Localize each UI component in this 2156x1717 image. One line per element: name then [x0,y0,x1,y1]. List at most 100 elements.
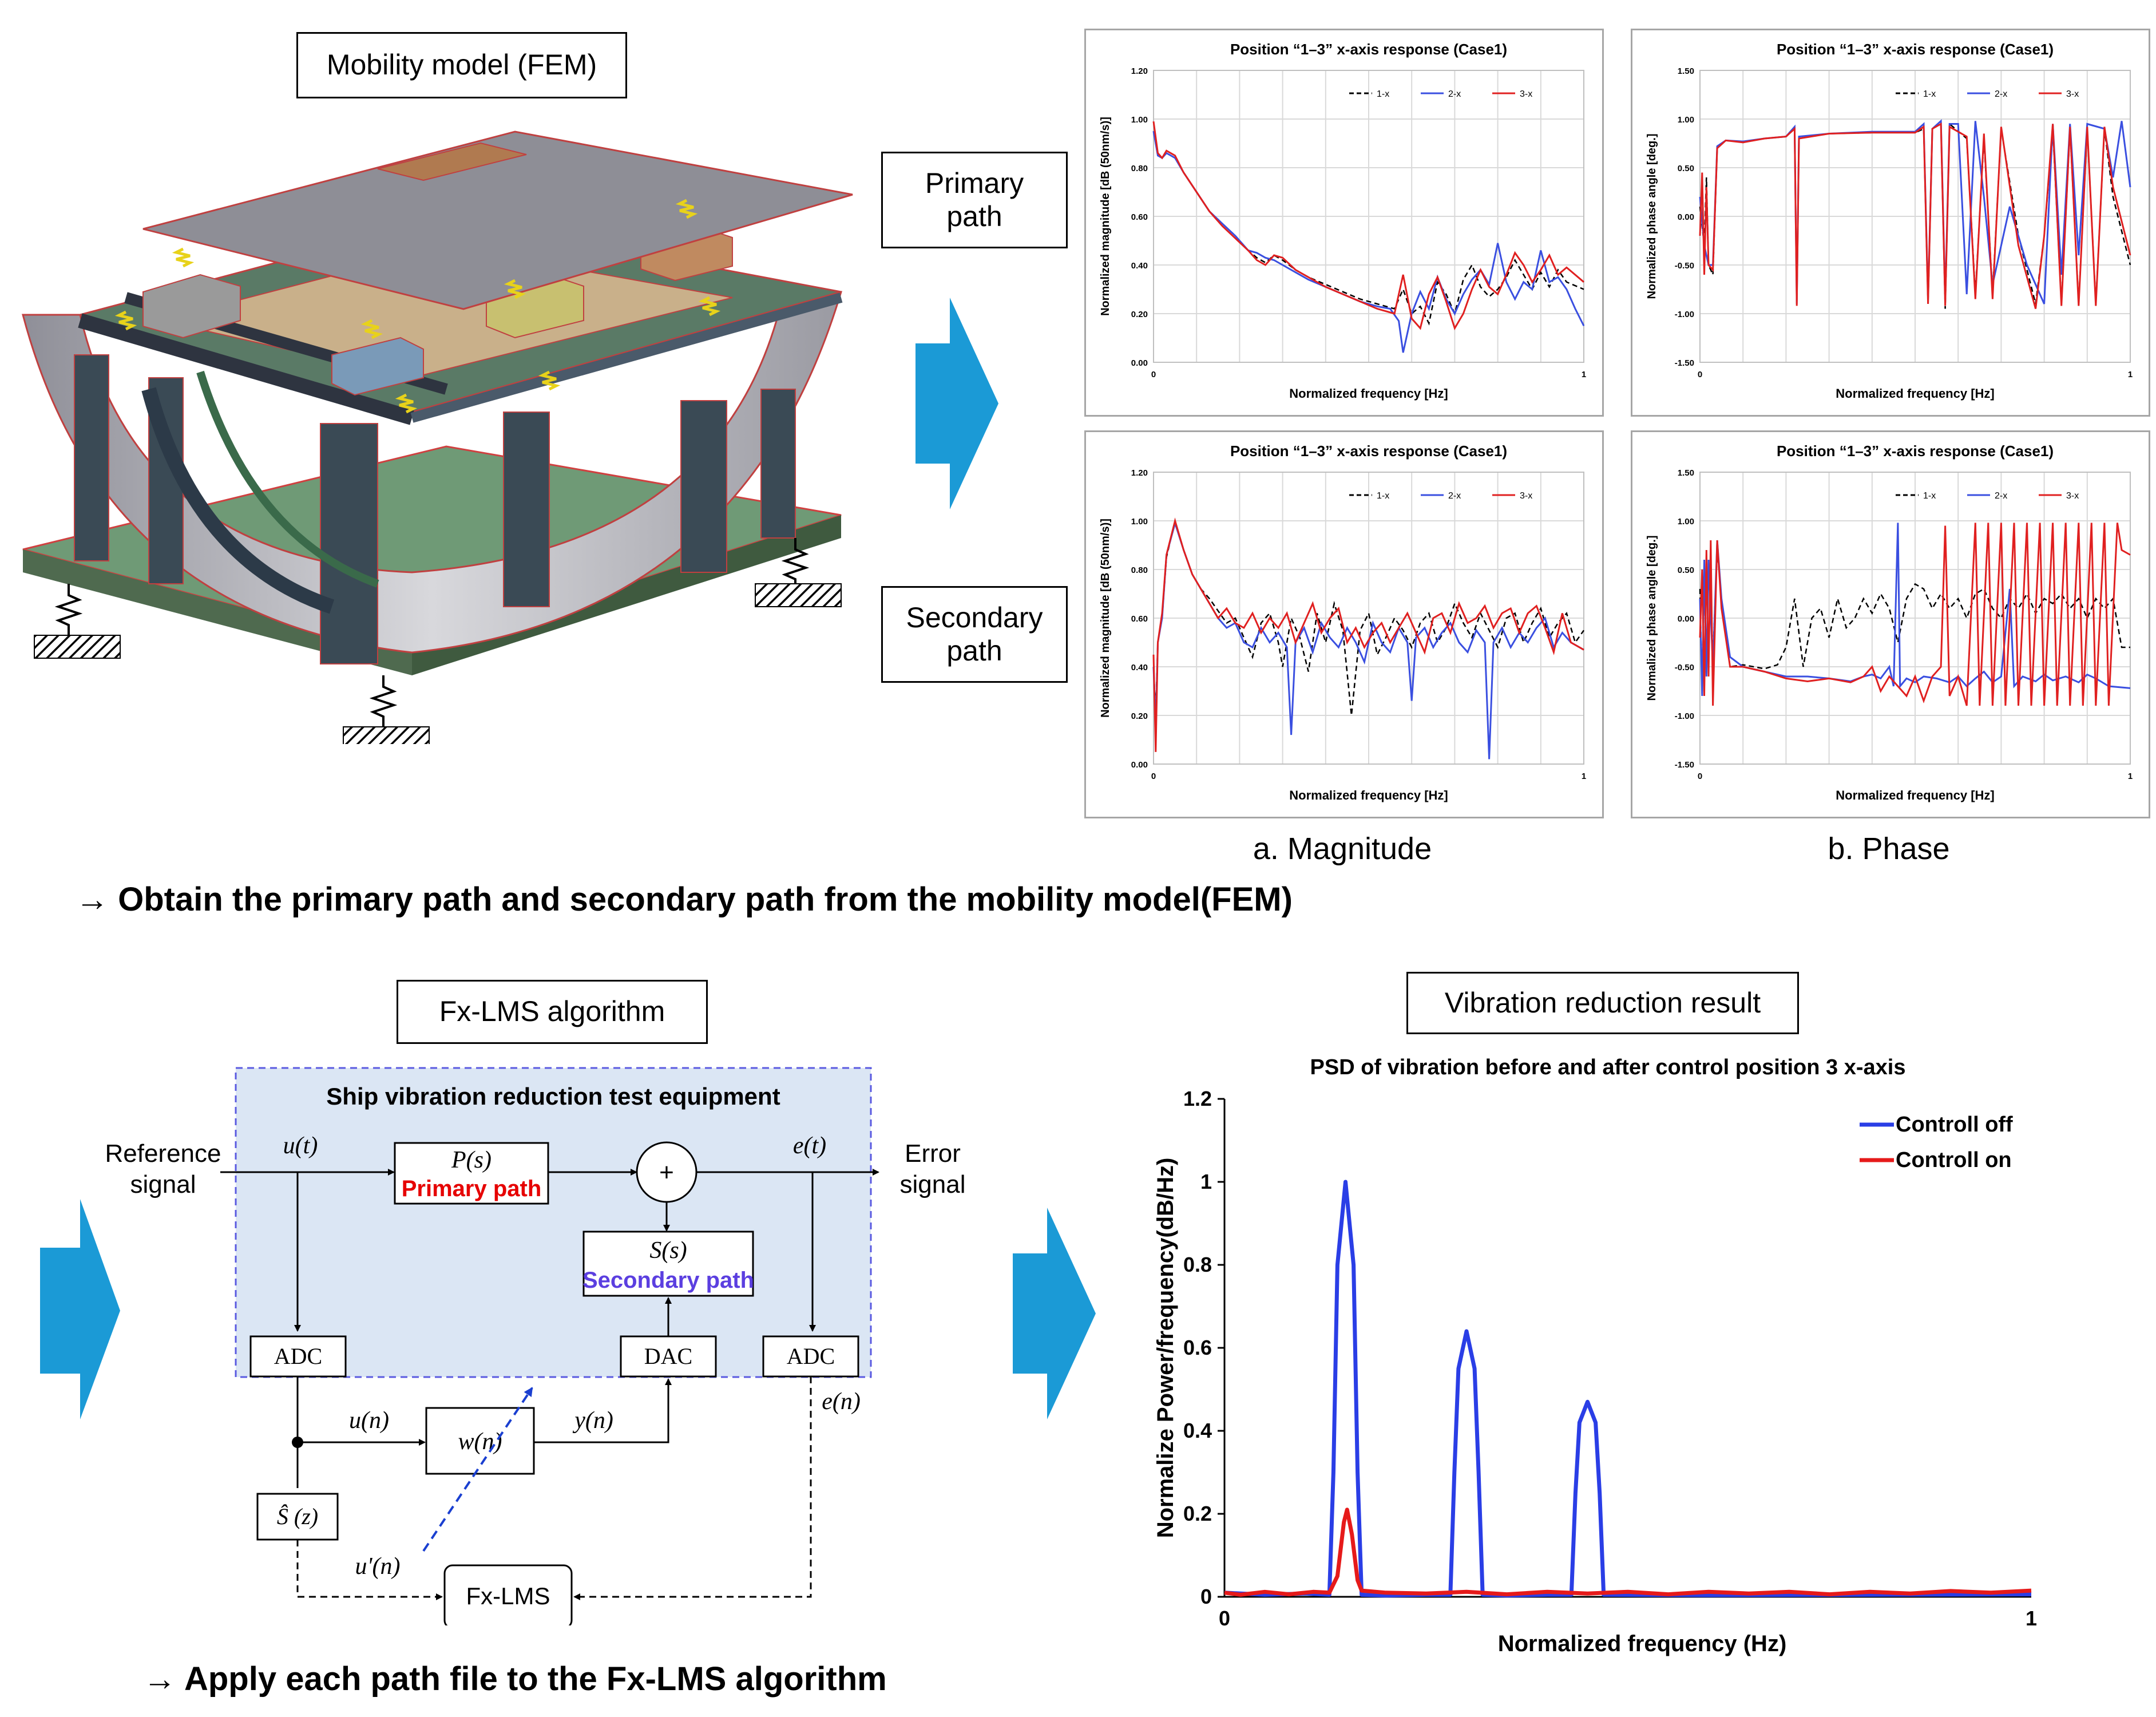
fem-pillar [74,354,109,561]
x-axis-label: Normalized frequency [Hz] [1289,386,1448,401]
reference-signal-text: Reference signal [105,1140,221,1198]
y-axis-label: Normalized phase angle [deg.] [1646,134,1658,299]
x-tick-label: 1 [2128,370,2133,379]
psd-y-tick-label: 1 [1200,1170,1212,1193]
x-axis-label: Normalized frequency [Hz] [1836,788,1995,802]
line-y-to-dac [534,1378,672,1443]
chart-title: Position “1–3” x-axis response (Case1) [1230,41,1507,58]
psd-y-axis-label: Normalize Power/frequency(dB/Hz) [1153,1158,1178,1538]
y-tick-label: 1.20 [1131,468,1148,478]
obtain-statement: → Obtain the primary path and secondary … [76,881,1293,918]
primary-path-label: Primary path [881,152,1068,248]
y-tick-label: 0.50 [1678,565,1694,575]
fem-hull [22,291,843,654]
psd-y-tick-label: 0.4 [1183,1419,1212,1442]
y-tick-label: 0.80 [1131,164,1148,173]
fem-springs [114,199,721,414]
fxlms-block [443,1564,573,1625]
fem-box [142,274,241,339]
psd-y-tick-label: 1.2 [1183,1087,1212,1110]
legend-label: 3-x [2066,491,2079,501]
y-n-label: y(n) [572,1407,613,1434]
legend-label: 1-x [1377,491,1389,501]
y-tick-label: -1.50 [1675,358,1694,368]
vibration-result-label: Vibration reduction result [1406,972,1799,1034]
psd-x-tick-label: 1 [2026,1607,2037,1630]
psd-x-tick-label: 0 [1219,1607,1230,1630]
reference-signal-line1: Reference [105,1140,221,1168]
series-line-1-x [1152,131,1584,326]
mobility-model-label: Mobility model (FEM) [296,32,627,98]
y-tick-label: 0.00 [1131,760,1148,770]
plot-area [1153,472,1584,765]
y-axis-label: Normalized phase angle [deg.] [1646,536,1658,701]
error-signal-line1: Error [905,1140,961,1168]
equipment-title: Ship vibration reduction test equipment [326,1083,780,1110]
psd-y-tick-label: 0 [1200,1585,1212,1608]
y-tick-label: 0.80 [1131,565,1148,575]
series-line-2-x [1699,523,2131,697]
fxlms-title-label: Fx-LMS algorithm [397,980,708,1044]
series-line-3-x [1699,122,2131,309]
reference-signal-line2: signal [130,1170,196,1198]
fem-pillar [320,423,378,664]
fem-rib [141,387,335,614]
x-axis-label: Normalized frequency [Hz] [1836,386,1995,401]
fem-pillar [760,389,796,539]
x-tick-label: 1 [1582,370,1586,379]
flow-arrow-top [915,298,998,509]
fxlms-block-label: Fx-LMS [466,1583,550,1609]
u-n-label: u(n) [349,1407,389,1434]
legend-label: 3-x [1520,89,1532,99]
y-tick-label: 1.00 [1131,517,1148,527]
flow-arrow-bottom [1013,1208,1096,1419]
y-tick-label: 1.50 [1678,66,1694,76]
legend-label: 2-x [1995,491,2007,501]
legend-label: 3-x [2066,89,2079,99]
legend-label: 2-x [1995,89,2007,99]
y-tick-label: 1.50 [1678,468,1694,478]
dac-block [620,1335,717,1378]
secondary-path-block [582,1231,754,1297]
y-tick-label: 0.50 [1678,164,1694,173]
line-shat-to-fxlms [296,1540,443,1600]
y-axis-label: Normalized magnitude [dB (50nm/s)] [1099,519,1112,718]
legend-label: 1-x [1923,491,1936,501]
secondary-path-block-label: Secondary path [582,1268,754,1293]
psd-series-off [1224,1180,2032,1598]
s-hat-block [256,1493,339,1541]
fem-base-side [23,549,412,675]
s-hat-label: Ŝ (z) [277,1504,318,1529]
y-tick-label: 1.20 [1131,66,1148,76]
S-s-label: S(s) [649,1237,687,1264]
x-axis-label: Normalized frequency [Hz] [1289,788,1448,802]
plot-area [1153,70,1584,363]
x-tick-label: 0 [1151,772,1156,781]
y-tick-label: 1.00 [1131,115,1148,125]
series-line-3-x [1152,121,1584,331]
series-line-3-x [1699,523,2131,706]
series-line-1-x [1699,549,2130,697]
fxlms-block-diagram: Ship vibration reduction test equipment … [40,1067,965,1625]
line-error-to-fxlms [573,1376,812,1600]
fem-ground [343,726,430,744]
fem-ground [755,583,842,607]
y-tick-label: 0.20 [1131,310,1148,319]
series-line-1-x [1152,518,1585,716]
equipment-region [235,1067,872,1378]
legend-label: 3-x [1520,491,1532,501]
chart-psd: PSD of vibration before and after contro… [1153,1055,2037,1656]
magnitude-caption: a. Magnitude [1253,832,1432,866]
fem-rib [196,370,379,588]
legend-label: 2-x [1448,491,1461,501]
chart-primary-magnitude: Position “1–3” x-axis response (Case1) 0.… [1084,29,1604,417]
phase-caption: b. Phase [1828,832,1950,866]
y-tick-label: 1.00 [1678,115,1694,125]
apply-statement: → Apply each path file to the Fx-LMS alg… [143,1660,887,1698]
y-tick-label: 0.00 [1131,358,1148,368]
y-tick-label: 1.00 [1678,517,1694,527]
chart-title: Position “1–3” x-axis response (Case1) [1777,41,2054,58]
psd-y-tick-label: 0.6 [1183,1336,1212,1359]
dac-label: DAC [644,1343,692,1369]
fem-top-plate [142,130,853,310]
